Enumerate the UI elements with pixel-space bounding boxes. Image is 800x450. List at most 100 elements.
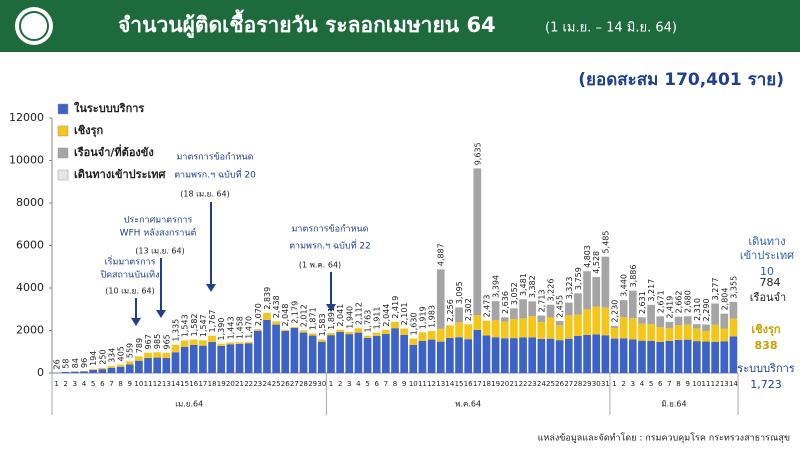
header-bar [0, 0, 800, 52]
bar-segment [299, 330, 308, 333]
bar-segment [135, 356, 143, 361]
x-tick-label: 8 [118, 380, 122, 388]
bar-segment [281, 329, 290, 331]
x-tick-label: 10 [134, 380, 143, 388]
legend-label: เดินทางเข้าประเทศ [74, 168, 166, 181]
x-tick-label: 11 [418, 380, 427, 388]
bar-segment [199, 345, 207, 373]
bar-segment [436, 328, 445, 342]
end-value: 838 [755, 339, 778, 352]
annotation-text: มาตรการข้อกำหนด [177, 152, 254, 163]
month-label: เม.ย.64 [175, 400, 203, 409]
total-label: 1,582 [190, 313, 199, 336]
bar-segment [382, 334, 390, 373]
bar-segment [71, 371, 79, 373]
total-label: 96 [80, 358, 89, 368]
total-label: 2,419 [665, 296, 674, 319]
bar-segment [473, 329, 482, 373]
x-tick-label: 7 [109, 380, 113, 388]
total-label: 2,636 [501, 291, 510, 314]
y-tick-label: 8000 [16, 196, 44, 209]
x-tick-label: 28 [299, 380, 308, 388]
bar-segment [519, 337, 527, 373]
x-tick-label: 9 [402, 380, 406, 388]
total-label: 2,680 [684, 290, 693, 313]
bar-segment [656, 341, 665, 373]
bar-segment [162, 352, 171, 359]
bar-segment [98, 369, 107, 373]
annotation-date: (18 เม.ย. 64) [180, 190, 229, 199]
total-label: 2,041 [336, 304, 345, 327]
bar-segment [253, 329, 262, 331]
bar-segment [683, 316, 692, 325]
annotation-arrow [131, 298, 141, 326]
total-label: 3,052 [510, 282, 519, 305]
x-tick-label: 22 [519, 380, 528, 388]
x-tick-label: 6 [374, 380, 379, 388]
source-note: แหล่งข้อมูลและจัดทำโดย : กรมควบคุมโรค กร… [538, 433, 790, 444]
bar-segment [592, 306, 601, 335]
total-label: 559 [126, 343, 135, 358]
x-tick-label: 26 [555, 380, 564, 388]
bar-segment [519, 299, 527, 319]
total-label: 1,443 [226, 316, 235, 339]
x-tick-label: 28 [573, 380, 582, 388]
total-label: 58 [62, 359, 71, 369]
annotation-arrow [156, 258, 166, 318]
x-tick-label: 27 [564, 380, 573, 388]
annotation-text: ปิดสถานบันเทิง [100, 270, 159, 281]
bar-segment [464, 324, 473, 340]
bar-segment [528, 316, 537, 338]
total-label: 2,839 [263, 287, 272, 310]
bar-segment [189, 344, 198, 373]
bar-segment [317, 339, 326, 342]
bar-segment [564, 338, 573, 373]
total-label: 3,886 [629, 265, 638, 288]
bar-segment [537, 338, 546, 373]
bar-segment [354, 332, 363, 373]
x-tick-label: 10 [692, 380, 701, 388]
bar-segment [702, 341, 710, 373]
legend-label: เรือนจำ/ที่ต้องขัง [74, 144, 154, 159]
bar-segment [702, 324, 710, 331]
total-label: 1,911 [373, 306, 382, 329]
end-label: ระบบบริการ [737, 362, 795, 375]
bar-segment [263, 312, 271, 320]
x-tick-label: 4 [82, 380, 87, 388]
total-label: 2,455 [556, 295, 565, 318]
x-tick-label: 8 [676, 380, 680, 388]
bar-segment [125, 364, 134, 373]
x-tick-label: 12 [153, 380, 162, 388]
bar-segment [583, 271, 591, 310]
bar-segment [574, 293, 582, 315]
bar-segment [61, 371, 70, 373]
total-label: 985 [153, 334, 162, 349]
bar-segment [436, 269, 445, 329]
total-label: 1,335 [171, 319, 180, 342]
total-label: 26 [53, 359, 62, 369]
total-label: 1,891 [327, 307, 336, 330]
total-label: 1,983 [428, 305, 437, 328]
bar-segment [299, 332, 308, 373]
x-tick-label: 7 [384, 380, 388, 388]
bar-segment [500, 338, 509, 373]
x-tick-label: 24 [537, 380, 546, 388]
bar-segment [244, 343, 253, 373]
bar-segment [345, 334, 354, 373]
total-label: 967 [144, 334, 153, 349]
bar-segment [336, 331, 344, 373]
bar-segment [665, 340, 674, 373]
legend-swatch [57, 125, 69, 137]
bar-segment [647, 304, 655, 324]
x-tick-label: 21 [235, 380, 244, 388]
x-tick-label: 3 [631, 380, 635, 388]
bar-segment [583, 334, 591, 373]
bar-segment [180, 340, 189, 347]
bar-segment [89, 369, 98, 373]
annotation-text: เริ่มมาตรการ [105, 255, 156, 268]
x-tick-label: 13 [720, 380, 729, 388]
bar-segment [162, 358, 171, 373]
x-tick-label: 1 [612, 380, 616, 388]
bar-segment [729, 336, 738, 373]
bar-segment [674, 316, 683, 326]
